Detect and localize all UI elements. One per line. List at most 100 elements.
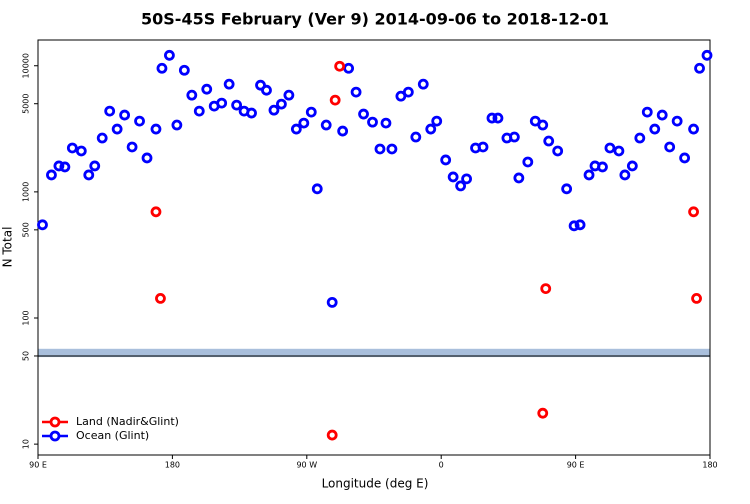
point <box>561 183 573 195</box>
point <box>540 283 552 295</box>
point <box>298 117 310 129</box>
point <box>246 107 257 119</box>
legend-label: Ocean (Glint) <box>76 429 149 442</box>
point <box>111 123 123 135</box>
point <box>522 156 534 168</box>
point <box>83 169 95 181</box>
point <box>701 49 713 61</box>
point <box>455 180 467 192</box>
point <box>320 119 332 131</box>
x-tick-label: 180 <box>165 461 180 470</box>
point <box>223 78 235 90</box>
point <box>634 132 646 144</box>
x-tick-label: 90 E <box>567 461 585 470</box>
point <box>350 86 362 98</box>
legend-marker <box>49 430 61 442</box>
y-tick-label: 500 <box>22 222 31 237</box>
point <box>477 141 489 153</box>
point <box>53 160 65 172</box>
point <box>664 141 676 153</box>
point <box>679 152 691 164</box>
point <box>568 220 580 232</box>
point <box>604 142 616 154</box>
point <box>613 145 625 157</box>
point <box>326 429 338 441</box>
point <box>367 116 378 128</box>
legend-marker <box>49 416 61 428</box>
point <box>691 293 702 304</box>
plot-frame <box>37 39 711 456</box>
point <box>178 64 190 76</box>
point <box>574 219 586 231</box>
point <box>626 160 638 172</box>
point <box>216 97 228 109</box>
point <box>552 145 564 157</box>
y-tick-label: 50 <box>22 351 31 361</box>
point <box>290 123 302 135</box>
chart-title: 50S-45S February (Ver 9) 2014-09-06 to 2… <box>141 10 609 29</box>
point <box>156 62 168 74</box>
point <box>37 219 48 231</box>
point <box>649 123 661 135</box>
point <box>283 89 295 101</box>
point <box>694 62 705 74</box>
point <box>688 206 699 218</box>
y-tick-label: 10000 <box>22 53 31 78</box>
point <box>417 78 429 90</box>
point <box>126 141 138 153</box>
band <box>38 348 710 358</box>
point <box>641 106 653 118</box>
x-tick-label: 90 E <box>29 461 47 470</box>
point <box>334 60 346 72</box>
point <box>671 115 683 127</box>
point <box>171 119 183 131</box>
point <box>486 112 498 124</box>
point <box>597 161 608 173</box>
point <box>440 154 452 166</box>
y-tick-label: 5000 <box>22 94 31 114</box>
point <box>164 49 175 61</box>
point <box>305 106 317 118</box>
point <box>358 108 369 120</box>
point <box>201 83 213 95</box>
point <box>119 109 131 121</box>
point <box>337 125 349 137</box>
x-tick-label: 90 W <box>296 461 317 470</box>
point <box>343 62 355 74</box>
y-tick-label: 10 <box>22 439 31 449</box>
point <box>374 143 386 155</box>
x-axis-label: Longitude (deg E) <box>322 477 429 491</box>
point <box>150 206 162 218</box>
point <box>508 131 520 143</box>
point <box>410 131 422 143</box>
x-tick-label: 0 <box>439 461 444 470</box>
point <box>425 123 437 135</box>
point <box>193 105 205 117</box>
point <box>326 296 338 308</box>
point <box>311 183 323 195</box>
y-axis-label: N Total <box>1 227 15 268</box>
point <box>66 142 78 154</box>
point <box>96 132 108 144</box>
point <box>155 293 166 304</box>
point <box>537 119 549 131</box>
point <box>431 115 443 127</box>
y-tick-label: 100 <box>22 310 31 325</box>
point <box>268 104 280 116</box>
point <box>513 172 525 184</box>
point <box>141 152 153 164</box>
point <box>461 173 472 185</box>
point <box>688 123 699 135</box>
point <box>59 161 71 173</box>
point <box>150 123 162 135</box>
x-tick-label: 180 <box>702 461 717 470</box>
point <box>104 105 116 117</box>
point <box>75 145 87 157</box>
point <box>261 84 272 96</box>
point <box>89 160 101 172</box>
point <box>134 115 145 127</box>
point <box>447 171 459 183</box>
y-tick-label: 1000 <box>22 182 31 202</box>
point <box>492 112 504 124</box>
